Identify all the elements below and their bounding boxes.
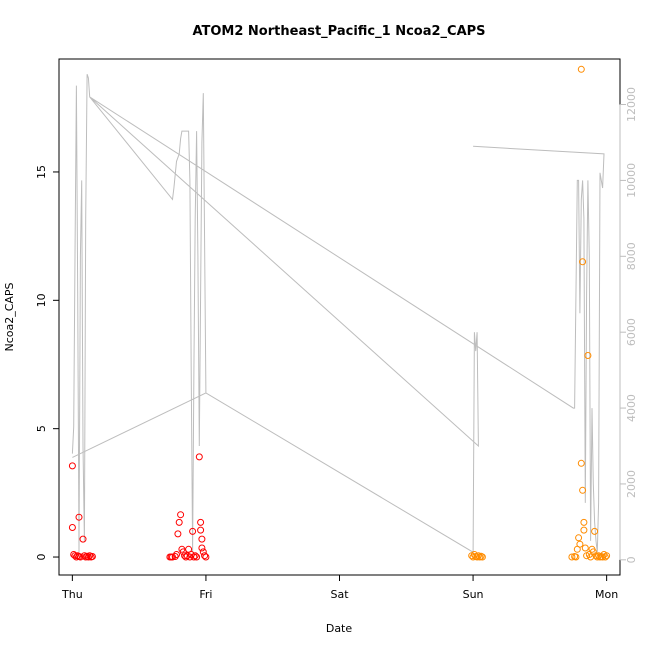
y-tick-label-2: 10 xyxy=(35,293,48,307)
data-point-s0-4 xyxy=(72,553,80,561)
right-axis-line-series xyxy=(71,74,605,554)
data-point-s0-9 xyxy=(79,535,87,543)
y-right-tick-label-4: 8000 xyxy=(625,242,638,270)
data-point-s1-37 xyxy=(603,552,611,560)
points-layer xyxy=(68,65,611,561)
plot-frame xyxy=(58,58,621,576)
y-tick-label-1: 5 xyxy=(35,425,48,432)
y-right-tick-label-6: 12000 xyxy=(625,87,638,122)
data-point-s1-19 xyxy=(580,518,588,526)
data-point-s0-13 xyxy=(84,553,92,561)
x-tick-label-4: Mon xyxy=(595,588,618,601)
data-point-s0-43 xyxy=(201,552,209,560)
data-point-s0-1 xyxy=(68,524,76,531)
y-right-tick-label-5: 10000 xyxy=(625,163,638,198)
data-point-s1-13 xyxy=(575,534,583,542)
data-point-s1-18 xyxy=(579,486,587,494)
data-point-s1-29 xyxy=(592,552,600,560)
data-point-s0-34 xyxy=(190,553,198,561)
data-point-s0-20 xyxy=(171,553,179,560)
data-point-s1-36 xyxy=(601,553,609,561)
data-point-s1-5 xyxy=(474,552,482,560)
data-point-s0-44 xyxy=(202,553,210,561)
data-point-s1-16 xyxy=(577,459,585,467)
y-right-tick-label-0: 0 xyxy=(625,556,638,563)
data-point-s1-9 xyxy=(568,553,576,561)
data-point-s1-21 xyxy=(581,544,589,552)
data-point-s1-15 xyxy=(577,65,585,73)
y-tick-label-3: 15 xyxy=(35,165,48,179)
y-right-tick-label-2: 4000 xyxy=(625,394,638,422)
data-point-s1-28 xyxy=(591,527,599,535)
data-point-s0-16 xyxy=(88,553,96,560)
chart-title: ATOM2 Northeast_Pacific_1 Ncoa2_CAPS xyxy=(192,24,485,39)
y-right-tick-label-1: 2000 xyxy=(625,470,638,498)
data-point-s1-8 xyxy=(478,553,486,561)
data-point-s0-38 xyxy=(197,518,205,526)
x-tick-label-0: Thu xyxy=(61,588,83,601)
data-point-s1-17 xyxy=(579,258,587,266)
data-point-s1-23 xyxy=(584,352,592,359)
data-point-s0-36 xyxy=(193,553,201,561)
data-point-s1-4 xyxy=(473,553,481,561)
data-point-s0-7 xyxy=(76,553,84,561)
data-point-s0-24 xyxy=(177,511,185,519)
x-tick-label-2: Sat xyxy=(330,588,349,601)
data-point-s1-11 xyxy=(572,553,580,561)
data-point-s0-22 xyxy=(174,530,182,538)
data-point-s0-23 xyxy=(175,518,183,526)
x-tick-label-3: Sun xyxy=(463,588,484,601)
data-point-s0-35 xyxy=(191,552,199,560)
data-point-s0-33 xyxy=(189,527,197,535)
data-point-s0-39 xyxy=(197,526,205,534)
y-tick-label-0: 0 xyxy=(35,554,48,561)
y-right-tick-label-3: 6000 xyxy=(625,318,638,346)
x-tick-label-1: Fri xyxy=(199,588,212,601)
y-axis-label: Ncoa2_CAPS xyxy=(3,282,16,351)
data-point-s0-0 xyxy=(68,462,76,470)
data-point-s1-14 xyxy=(576,540,584,548)
data-point-s0-8 xyxy=(75,513,83,521)
data-point-s0-41 xyxy=(198,544,206,552)
data-point-s0-10 xyxy=(80,552,88,560)
x-axis-label: Date xyxy=(326,622,353,635)
data-point-s0-21 xyxy=(173,551,180,558)
data-point-s0-40 xyxy=(198,535,206,543)
data-point-s0-37 xyxy=(195,453,203,461)
axes-layer: Thu Fri Sat Sun Mon 0 5 10 15 0 2000 4000 6000 8000 10… xyxy=(35,87,638,601)
data-point-s1-20 xyxy=(580,526,588,534)
line-series-layer xyxy=(71,74,605,554)
data-point-s1-30 xyxy=(593,553,601,561)
